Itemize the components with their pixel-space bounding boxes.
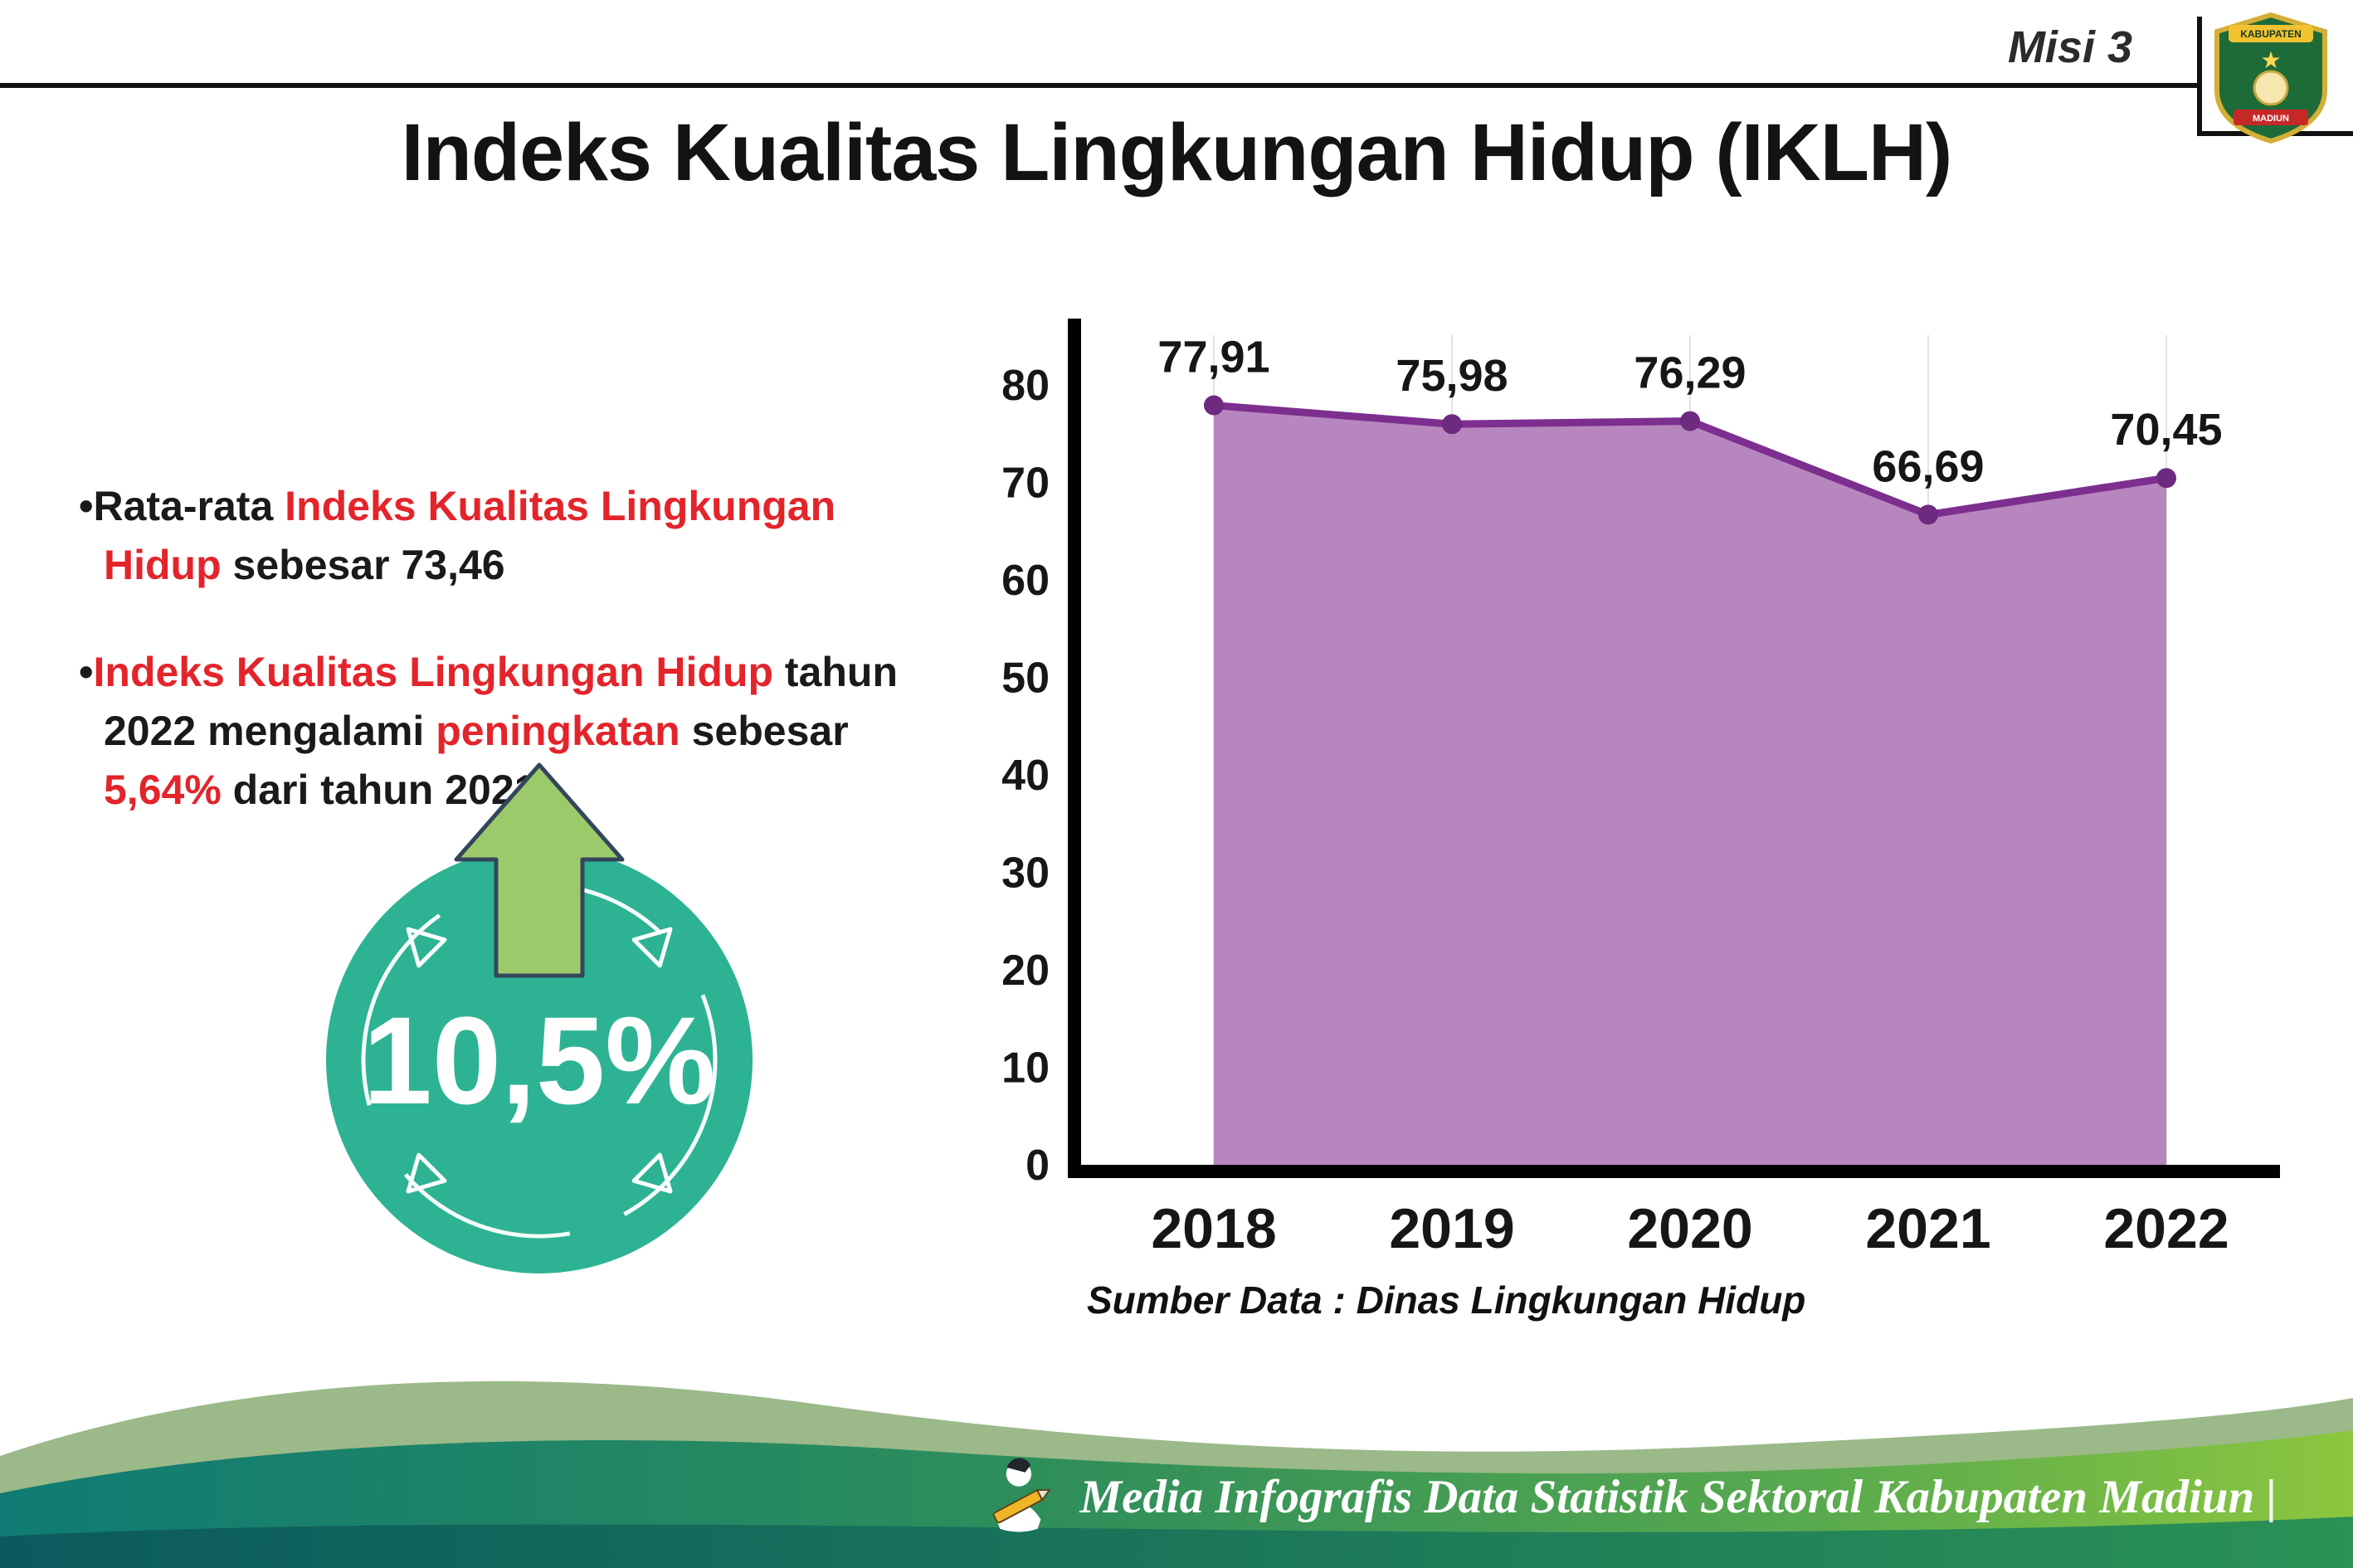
bullet-text-segment: peningkatan	[436, 708, 680, 754]
bullet-average-iklh: •Rata-rata Indeks Kualitas Lingkungan Hi…	[79, 477, 942, 595]
svg-text:2021: 2021	[1865, 1197, 1990, 1260]
iklh-chart: 77,91 75,98 76,29 66,69 70,45 0 10 20 30 40 50 60 70…	[969, 273, 2313, 1335]
bullet-text-segment: Indeks Kualitas Lingkungan Hidup	[104, 483, 836, 588]
kabupaten-madiun-logo: KABUPATEN ★ MADIUN	[2214, 12, 2327, 144]
writer-mascot-icon	[993, 1458, 1052, 1532]
x-axis-labels: 2018 2019 2020 2021 2022	[1151, 1197, 2229, 1260]
badge-value: 10,5%	[363, 991, 715, 1130]
svg-text:2018: 2018	[1151, 1197, 1276, 1260]
svg-text:0: 0	[1025, 1142, 1050, 1190]
bullet-marker: •	[79, 483, 94, 529]
y-axis-labels: 0 10 20 30 40 50 60 70 80	[1001, 362, 1050, 1190]
badge-inner-ring	[361, 882, 718, 1239]
svg-text:2020: 2020	[1627, 1197, 1752, 1260]
x-axis	[1068, 1165, 2280, 1178]
svg-text:75,98: 75,98	[1396, 351, 1508, 401]
bullet-text-segment: sebesar 73,46	[221, 542, 505, 588]
svg-text:2022: 2022	[2103, 1197, 2229, 1260]
svg-text:70: 70	[1001, 460, 1050, 508]
logo-frame-vertical	[2197, 17, 2202, 136]
svg-text:77,91: 77,91	[1157, 333, 1269, 382]
logo-top-banner	[2229, 25, 2313, 42]
area-fill	[1214, 405, 2166, 1165]
logo-top-text: KABUPATEN	[2240, 28, 2302, 40]
badge-triangle-decorations	[406, 927, 673, 1194]
svg-text:50: 50	[1001, 655, 1050, 703]
logo-bottom-ribbon	[2234, 110, 2308, 125]
iklh-area-chart: 77,91 75,98 76,29 66,69 70,45 0 10 20 30 40 50 60 70…	[1001, 319, 2280, 1260]
bullet-text-segment: dari tahun 2021	[221, 767, 538, 813]
bullet-text-segment: 5,64%	[104, 767, 222, 813]
svg-text:66,69: 66,69	[1872, 441, 1984, 491]
value-labels: 77,91 75,98 76,29 66,69 70,45	[1157, 333, 2222, 492]
svg-text:70,45: 70,45	[2110, 405, 2222, 455]
data-points	[1204, 395, 2176, 525]
footer-credit: Media Infografis Data Statistik Sektoral…	[975, 1454, 2277, 1540]
up-arrow-icon	[454, 762, 625, 978]
page-title: Indeks Kualitas Lingkungan Hidup (IKLH)	[401, 107, 1953, 197]
bullet-increase-2022: •Indeks Kualitas Lingkungan Hidup tahun …	[79, 643, 942, 820]
logo-emblem-circle	[2253, 70, 2289, 106]
bullet-text-segment: sebesar	[680, 708, 849, 754]
logo-bottom-text: MADIUN	[2253, 114, 2289, 124]
misi-label: Misi 3	[2007, 22, 2132, 72]
footer-text: Media Infografis Data Statistik Sektoral…	[1079, 1470, 2277, 1523]
svg-text:10: 10	[1001, 1045, 1050, 1093]
svg-text:2019: 2019	[1389, 1197, 1514, 1260]
bullet-marker: •	[79, 649, 94, 695]
bullet-text-segment: Rata-rata	[93, 483, 285, 529]
footer-wave-bottom	[0, 1517, 2353, 1568]
increase-badge: 10,5%	[326, 762, 753, 1273]
footer-wave	[0, 1381, 2353, 1568]
logo-star-icon: ★	[2260, 46, 2281, 74]
key-points: •Rata-rata Indeks Kualitas Lingkungan Hi…	[79, 477, 942, 868]
svg-text:30: 30	[1001, 850, 1050, 898]
svg-text:20: 20	[1001, 947, 1050, 995]
source-note: Sumber Data : Dinas Lingkungan Hidup	[1087, 1278, 1806, 1322]
y-axis	[1068, 319, 1081, 1178]
svg-text:76,29: 76,29	[1634, 348, 1746, 398]
svg-text:80: 80	[1001, 362, 1050, 410]
svg-text:60: 60	[1001, 557, 1050, 605]
svg-text:40: 40	[1001, 752, 1050, 800]
bullet-text-segment: tahun 2022 mengalami	[104, 649, 899, 754]
top-rule	[0, 83, 2197, 88]
bullet-text-segment: Indeks Kualitas Lingkungan Hidup	[93, 649, 774, 695]
